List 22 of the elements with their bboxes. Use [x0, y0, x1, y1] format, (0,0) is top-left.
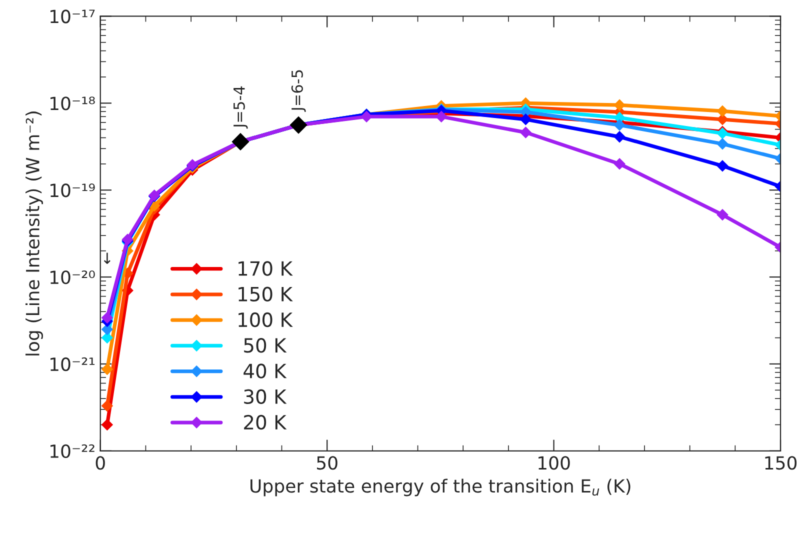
y-tick-label: 10⁻²²	[50, 444, 94, 458]
annotation: J=6-5	[291, 70, 306, 112]
x-tick-label: 150	[765, 456, 797, 470]
annotation: ↓	[104, 252, 110, 264]
legend-label: 100 K	[238, 312, 293, 328]
x-axis-title: Upper state energy of the transition E$_{u}$ (K)	[250, 478, 630, 496]
y-axis-title: log (Line Intensity) (W m⁻²)	[26, 112, 43, 356]
legend-label: 50 K	[244, 338, 287, 353]
x-tick-label: 100	[538, 456, 570, 470]
y-tick-label: 10⁻¹⁹	[50, 184, 95, 198]
legend-label: 20 K	[244, 414, 287, 430]
legend-label: 40 K	[244, 364, 287, 378]
legend-label: 170 K	[238, 261, 293, 276]
x-tick-label: 50	[316, 456, 338, 470]
legend-label: 150 K	[238, 286, 293, 302]
y-tick-label: 10⁻¹⁷	[50, 10, 95, 24]
x-tick-label: 0	[96, 456, 105, 470]
legend-label: 30 K	[244, 389, 287, 404]
y-tick-label: 10⁻¹⁸	[50, 96, 95, 110]
y-tick-label: 10⁻²⁰	[50, 270, 95, 284]
annotation: J=5-4	[234, 86, 248, 129]
y-tick-label: 10⁻²¹	[50, 357, 95, 372]
